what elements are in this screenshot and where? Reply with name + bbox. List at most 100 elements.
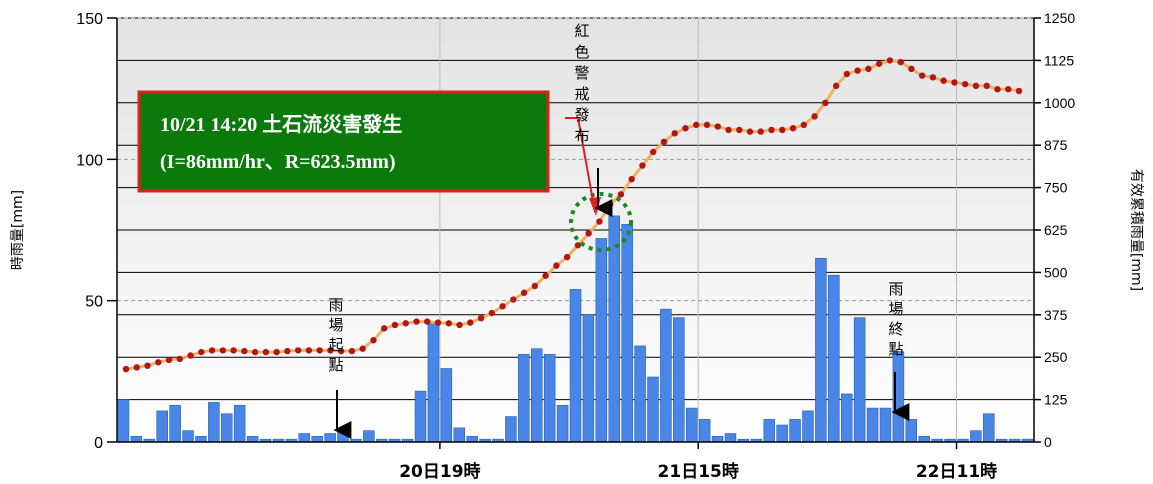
- line-point: [865, 65, 872, 73]
- bar: [156, 410, 168, 443]
- bar: [866, 407, 879, 443]
- right-tick-label: 500: [1044, 264, 1068, 280]
- line-point: [929, 74, 937, 81]
- line-point: [434, 319, 442, 326]
- event-circle: [569, 192, 633, 252]
- rain-end-label-char: 點: [888, 340, 903, 358]
- bar: [182, 430, 194, 443]
- line-point: [165, 356, 173, 364]
- bar: [530, 348, 543, 443]
- line-point: [886, 57, 894, 64]
- line-point: [897, 58, 904, 66]
- line-point: [725, 126, 732, 134]
- bar: [518, 354, 530, 443]
- line-point: [617, 191, 625, 198]
- line-point: [402, 320, 409, 327]
- line-point: [908, 65, 915, 73]
- right-tick-label: 250: [1044, 349, 1068, 365]
- line-point: [520, 289, 528, 296]
- bar: [466, 436, 478, 443]
- rainfall-bars: [117, 215, 1034, 443]
- line-point: [789, 125, 797, 132]
- line-point: [542, 272, 549, 279]
- line-point: [155, 359, 162, 366]
- line-point: [918, 72, 926, 79]
- right-tick-label: 1125: [1044, 52, 1074, 68]
- line-point: [348, 347, 356, 355]
- bar: [660, 308, 672, 443]
- bar: [311, 436, 323, 443]
- red-alert-label-char: 發: [574, 106, 589, 124]
- line-point: [768, 126, 775, 134]
- rain-start-label-char: 點: [328, 356, 343, 374]
- bar: [918, 436, 930, 443]
- line-point: [563, 253, 571, 261]
- line-point: [746, 128, 754, 135]
- bar: [505, 416, 517, 443]
- line-point: [122, 365, 130, 373]
- line-point: [370, 337, 377, 344]
- bar: [815, 257, 827, 443]
- rain-start-label-char: 起: [328, 336, 343, 354]
- bar: [698, 419, 711, 443]
- line-point: [574, 242, 582, 249]
- bar: [427, 322, 440, 443]
- x-tick-label: 20日19時: [399, 461, 480, 482]
- right-tick-label: 750: [1044, 180, 1068, 196]
- bar: [673, 317, 685, 443]
- bar: [763, 419, 775, 443]
- callout-box: 10/21 14:20 土石流災害發生 (I=86mm/hr、R=623.5mm…: [137, 90, 550, 193]
- bar: [634, 345, 646, 443]
- line-point: [391, 321, 399, 329]
- line-point: [682, 125, 689, 132]
- bar: [208, 402, 220, 443]
- line-point: [294, 347, 302, 354]
- left-tick-label: 0: [94, 435, 103, 452]
- line-point: [316, 347, 323, 354]
- callout-line1: 10/21 14:20 土石流災害發生: [160, 112, 402, 136]
- bar: [905, 419, 918, 443]
- bar: [130, 436, 143, 443]
- bar: [324, 433, 336, 443]
- line-point: [198, 348, 205, 356]
- left-tick-label: 50: [85, 294, 103, 311]
- line-point: [176, 355, 183, 363]
- bar: [221, 413, 233, 443]
- line-point: [133, 364, 140, 371]
- bar: [711, 436, 724, 443]
- bar: [298, 433, 311, 443]
- line-point: [649, 148, 657, 156]
- line-point: [337, 347, 345, 355]
- bar: [983, 413, 995, 443]
- bar: [543, 354, 556, 443]
- line-point: [736, 126, 743, 134]
- line-point: [951, 79, 958, 86]
- line-point: [553, 262, 560, 269]
- line-point: [305, 347, 313, 354]
- red-alert-label-char: 警: [574, 64, 589, 82]
- line-point: [811, 113, 818, 120]
- line-point: [251, 348, 259, 356]
- line-point: [596, 218, 603, 225]
- bar: [621, 224, 633, 443]
- bar: [685, 407, 698, 443]
- right-tick-label: 1000: [1044, 95, 1075, 111]
- red-alert-label-char: 布: [574, 127, 589, 145]
- line-point: [714, 123, 721, 130]
- right-axis-title: 有效累積雨量[mm]: [1128, 169, 1144, 291]
- line-point: [273, 348, 280, 356]
- line-point: [510, 296, 517, 303]
- bar: [195, 436, 207, 443]
- bar: [556, 404, 569, 443]
- line-point: [208, 347, 216, 354]
- bar: [595, 238, 608, 443]
- line-point: [606, 201, 614, 208]
- line-point: [1005, 86, 1012, 93]
- right-tick-label: 875: [1044, 137, 1068, 153]
- line-point: [585, 230, 592, 237]
- line-point: [1015, 87, 1023, 95]
